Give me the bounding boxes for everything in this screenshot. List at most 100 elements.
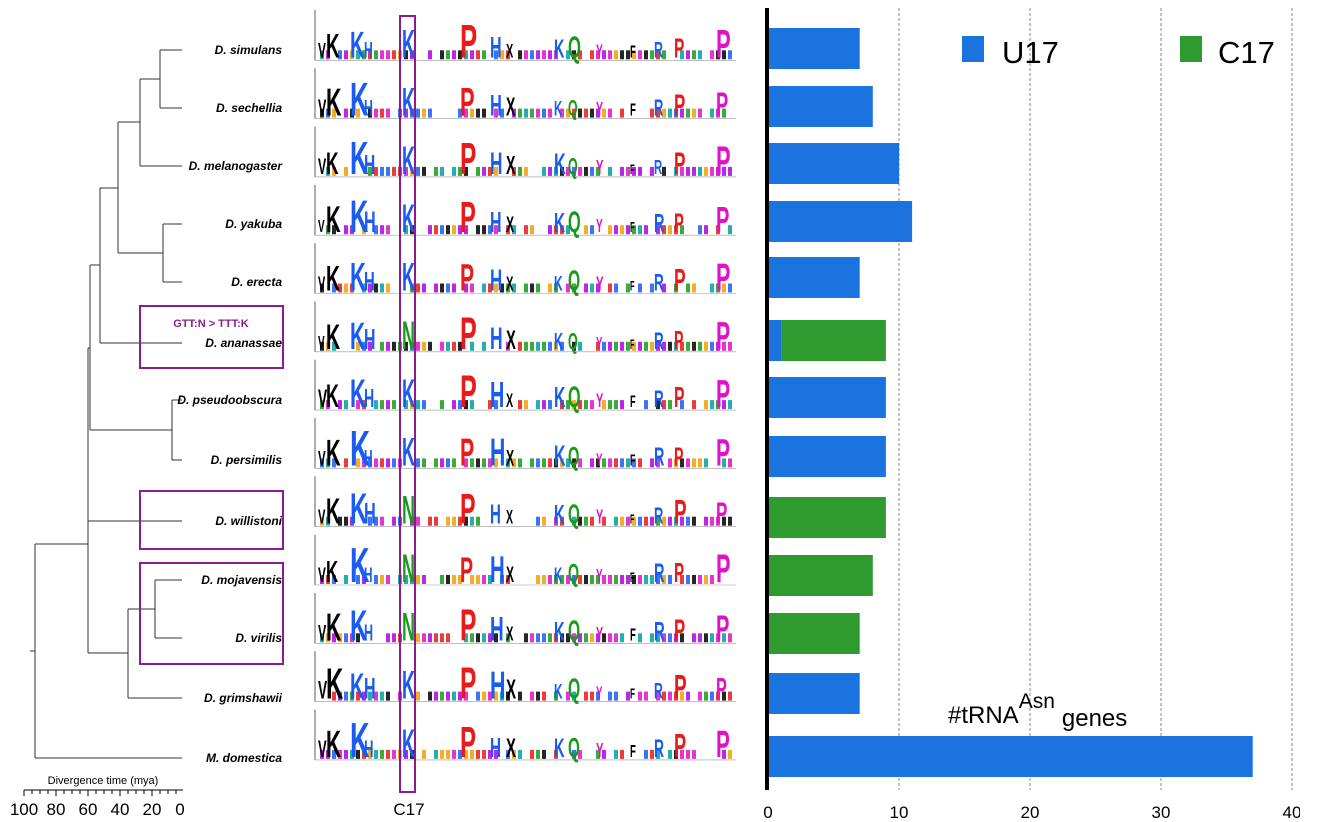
logo-letter: P bbox=[674, 31, 684, 63]
logo-letter: K bbox=[554, 679, 563, 704]
logo-letter: X bbox=[506, 623, 513, 645]
logo-letter: R bbox=[654, 96, 664, 122]
logo-small-letter bbox=[584, 108, 588, 118]
logo-small-letter bbox=[320, 283, 324, 293]
logo-small-letter bbox=[566, 633, 570, 643]
logo-small-letter bbox=[332, 749, 336, 759]
logo-small-letter bbox=[530, 633, 534, 643]
logo-letter: P bbox=[674, 381, 684, 413]
logo-letter: X bbox=[506, 732, 516, 763]
logo-small-letter bbox=[332, 575, 336, 584]
logo-small-letter bbox=[632, 516, 636, 526]
logo-letter: R bbox=[654, 155, 662, 179]
logo-letter: R bbox=[654, 386, 664, 413]
logo-small-letter bbox=[320, 341, 324, 351]
logo-small-letter bbox=[548, 166, 552, 176]
logo-letter: P bbox=[716, 372, 730, 415]
logo-letter: P bbox=[716, 86, 728, 123]
logo-small-letter bbox=[620, 108, 624, 118]
logo-small-letter bbox=[578, 633, 582, 643]
logo-small-letter bbox=[710, 283, 714, 293]
logo-letter: P bbox=[674, 147, 685, 182]
logo-small-letter bbox=[470, 458, 474, 468]
logo-small-letter bbox=[668, 633, 672, 643]
logo-small-letter bbox=[638, 166, 642, 176]
logo-small-letter bbox=[452, 225, 456, 235]
logo-letter-position-17: K bbox=[402, 662, 415, 707]
logo-small-letter bbox=[476, 166, 480, 176]
species-label: D. persimilis bbox=[211, 453, 283, 467]
logo-letter: H bbox=[364, 736, 374, 763]
logo-small-letter bbox=[716, 108, 720, 118]
logo-letter-position-17: N bbox=[402, 313, 415, 358]
phylogenetic-tree: D. simulans D. sechellia D. melanogaster D.… bbox=[10, 43, 284, 819]
logo-small-letter bbox=[416, 400, 420, 410]
logo-letter: K bbox=[554, 97, 563, 121]
logo-small-letter bbox=[698, 225, 702, 235]
logo-small-letter bbox=[368, 691, 372, 701]
logo-letter: P bbox=[716, 200, 729, 241]
logo-letter: P bbox=[674, 90, 685, 123]
logo-small-letter bbox=[572, 458, 576, 468]
logo-small-letter bbox=[686, 749, 690, 759]
species-label: D. willistoni bbox=[215, 514, 282, 528]
logo-small-letter bbox=[710, 50, 714, 60]
logo-small-letter bbox=[416, 458, 420, 468]
logo-small-letter bbox=[506, 50, 510, 60]
species-label: D. sechellia bbox=[216, 101, 282, 115]
logo-small-letter bbox=[464, 516, 468, 526]
logo-small-letter bbox=[332, 166, 336, 176]
time-axis-minor-ticks bbox=[23, 790, 177, 796]
logo-small-letter bbox=[584, 400, 588, 410]
logo-small-letter bbox=[410, 225, 414, 235]
logo-small-letter bbox=[434, 691, 438, 701]
logo-small-letter bbox=[572, 50, 576, 60]
logo-small-letter bbox=[434, 225, 438, 235]
logo-small-letter bbox=[512, 283, 516, 293]
bar-c17 bbox=[781, 320, 886, 361]
tree-branches bbox=[30, 49, 182, 759]
logo-small-letter bbox=[560, 225, 564, 235]
logo-small-letter bbox=[494, 458, 498, 468]
logo-small-letter bbox=[470, 50, 474, 60]
logo-small-letter bbox=[644, 516, 648, 526]
logo-small-letter bbox=[614, 749, 618, 759]
logo-small-letter bbox=[722, 749, 726, 759]
logo-small-letter bbox=[338, 749, 342, 759]
logo-small-letter bbox=[548, 225, 552, 235]
logo-letter: X bbox=[506, 152, 516, 181]
logo-small-letter bbox=[650, 166, 654, 176]
logo-small-letter bbox=[704, 691, 708, 701]
logo-small-letter bbox=[578, 575, 582, 584]
logo-small-letter bbox=[380, 575, 384, 584]
logo-small-letter bbox=[482, 108, 486, 118]
logo-small-letter bbox=[608, 341, 612, 351]
logo-small-letter bbox=[326, 341, 330, 351]
logo-letter: H bbox=[364, 95, 373, 121]
logo-small-letter bbox=[548, 341, 552, 351]
logo-letter: R bbox=[654, 558, 664, 588]
logo-small-letter bbox=[578, 516, 582, 526]
logo-letter-position-17: K bbox=[402, 138, 415, 183]
logo-small-letter bbox=[518, 400, 522, 410]
logo-small-letter bbox=[368, 283, 372, 293]
logo-letter: K bbox=[350, 255, 366, 300]
logo-small-letter bbox=[644, 749, 648, 759]
logo-small-letter bbox=[554, 50, 558, 60]
logo-small-letter bbox=[656, 691, 660, 701]
logo-small-letter bbox=[368, 458, 372, 468]
logo-small-letter bbox=[428, 225, 432, 235]
logo-small-letter bbox=[434, 516, 438, 526]
logo-small-letter bbox=[554, 166, 558, 176]
logo-letter: X bbox=[506, 273, 513, 295]
logo-small-letter bbox=[608, 166, 612, 176]
logo-small-letter bbox=[362, 341, 366, 351]
logo-small-letter bbox=[542, 50, 546, 60]
logo-letter: P bbox=[716, 725, 730, 766]
logo-letter: K bbox=[350, 132, 368, 184]
logo-small-letter bbox=[494, 166, 498, 176]
logo-small-letter bbox=[488, 633, 492, 643]
logo-small-letter bbox=[602, 575, 606, 584]
